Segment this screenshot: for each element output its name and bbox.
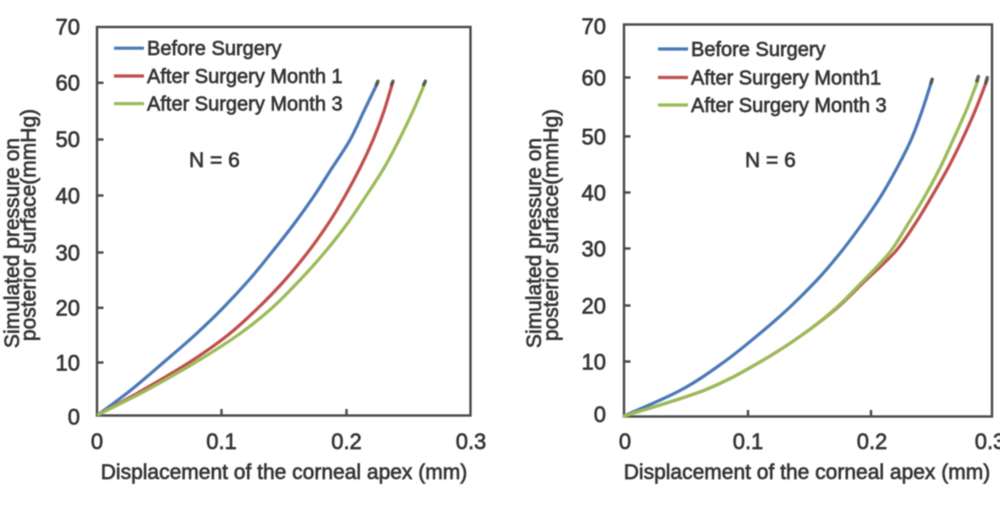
svg-text:Displacement of the corneal ap: Displacement of the corneal apex (mm) (101, 461, 468, 484)
svg-text:20: 20 (582, 294, 606, 319)
svg-text:50: 50 (582, 124, 606, 149)
svg-text:After Surgery Month1: After Surgery Month1 (691, 68, 881, 90)
svg-text:N = 6: N = 6 (189, 149, 240, 172)
svg-text:0.2: 0.2 (857, 429, 888, 454)
svg-text:0.1: 0.1 (206, 429, 237, 454)
svg-text:0: 0 (594, 402, 606, 427)
svg-text:20: 20 (56, 296, 80, 321)
svg-text:60: 60 (56, 71, 80, 96)
svg-text:70: 70 (56, 15, 80, 40)
svg-text:0: 0 (68, 405, 80, 430)
svg-text:After Surgery Month 3: After Surgery Month 3 (147, 94, 343, 116)
svg-text:0.2: 0.2 (331, 429, 362, 454)
svg-text:0.1: 0.1 (733, 429, 764, 454)
svg-text:Before Surgery: Before Surgery (691, 39, 826, 61)
svg-text:Simulated pressure on: Simulated pressure on (1, 138, 24, 348)
svg-text:posterior surface(mmHg): posterior surface(mmHg) (540, 109, 563, 341)
svg-text:Simulated pressure on: Simulated pressure on (523, 138, 546, 348)
svg-text:Before Surgery: Before Surgery (147, 38, 282, 60)
svg-text:50: 50 (56, 127, 80, 152)
svg-text:After Surgery Month 3: After Surgery Month 3 (691, 95, 887, 117)
svg-text:0: 0 (619, 429, 631, 454)
svg-text:30: 30 (56, 241, 80, 266)
svg-text:N = 6: N = 6 (745, 149, 796, 172)
svg-text:Displacement of the corneal ap: Displacement of the corneal apex (mm) (624, 461, 991, 484)
svg-text:40: 40 (56, 184, 80, 209)
svg-text:60: 60 (582, 66, 606, 91)
svg-text:0.3: 0.3 (456, 429, 487, 454)
svg-text:40: 40 (582, 181, 606, 206)
svg-text:posterior surface(mmHg): posterior surface(mmHg) (18, 109, 41, 341)
svg-text:0: 0 (91, 429, 103, 454)
svg-text:30: 30 (582, 237, 606, 262)
svg-text:10: 10 (582, 350, 606, 375)
svg-text:70: 70 (582, 14, 606, 39)
svg-text:0.3: 0.3 (975, 429, 1000, 454)
svg-text:After Surgery Month 1: After Surgery Month 1 (147, 66, 343, 88)
svg-text:10: 10 (56, 351, 80, 376)
